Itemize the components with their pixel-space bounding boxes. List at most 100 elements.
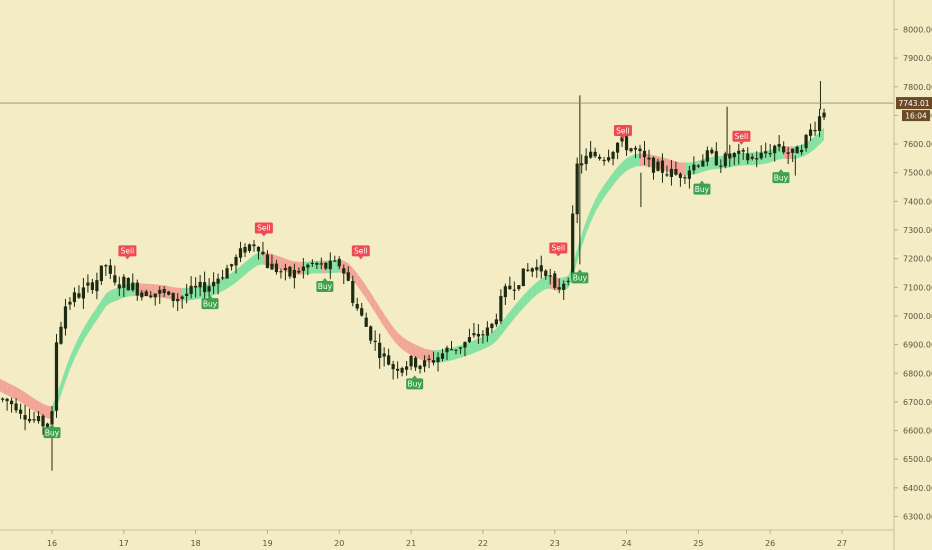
band-segment bbox=[0, 378, 3, 393]
buy-signal[interactable]: Buy bbox=[406, 375, 424, 390]
candle-body bbox=[54, 342, 59, 411]
candle-body bbox=[436, 357, 440, 363]
band-segment bbox=[393, 327, 398, 346]
band-segment bbox=[478, 336, 483, 352]
candle-body bbox=[220, 277, 225, 279]
candle-body bbox=[454, 349, 458, 351]
candle-body bbox=[41, 415, 45, 427]
band-segment bbox=[586, 209, 591, 234]
band-segment bbox=[581, 221, 587, 247]
band-segment bbox=[402, 336, 407, 353]
candle-body bbox=[647, 157, 651, 160]
signal-box bbox=[351, 245, 370, 257]
candle-body bbox=[27, 418, 32, 422]
candle-body bbox=[283, 268, 288, 271]
band-segment bbox=[491, 328, 497, 345]
band-segment bbox=[500, 317, 506, 336]
candle-body bbox=[584, 155, 588, 165]
current-price-badge: 7743.01 bbox=[896, 97, 932, 110]
candle-body bbox=[50, 411, 54, 425]
candle-body bbox=[391, 364, 395, 370]
sell-signal[interactable]: Sell bbox=[613, 125, 632, 140]
y-tick-label: 6800.00 bbox=[903, 369, 932, 378]
candle-body bbox=[140, 292, 144, 298]
candle-body bbox=[131, 282, 135, 291]
sell-signal[interactable]: Sell bbox=[549, 242, 568, 257]
band-segment bbox=[258, 251, 263, 266]
candle-body bbox=[45, 423, 50, 427]
y-axis[interactable]: 6300.00 6400.00 6500.00 6600.00 6700.00 6800.… bbox=[893, 0, 932, 550]
sell-signal[interactable]: Sell bbox=[254, 222, 273, 237]
candle-body bbox=[373, 340, 377, 343]
countdown-box bbox=[902, 110, 930, 122]
signal-label: Buy bbox=[45, 428, 60, 437]
candle-body bbox=[63, 306, 68, 329]
band-segment bbox=[406, 339, 412, 355]
signal-label: Buy bbox=[203, 299, 218, 308]
band-segment bbox=[379, 307, 385, 327]
candle-body bbox=[256, 246, 261, 252]
candle-body bbox=[211, 281, 216, 287]
candle-body bbox=[665, 174, 669, 176]
candle-body bbox=[701, 160, 705, 167]
sell-signal[interactable]: Sell bbox=[351, 245, 370, 260]
y-tick-label: 7500.00 bbox=[903, 169, 932, 178]
candle-body bbox=[499, 296, 503, 322]
countdown-badge: 16:04 bbox=[902, 110, 930, 122]
signal-box bbox=[772, 172, 790, 184]
candle-body bbox=[198, 281, 202, 288]
buy-signal[interactable]: Buy bbox=[772, 169, 790, 184]
candle-body bbox=[517, 285, 521, 289]
x-tick-label: 21 bbox=[406, 539, 416, 548]
candle-body bbox=[59, 326, 63, 344]
candle-body bbox=[418, 365, 422, 369]
candle-body bbox=[36, 415, 41, 422]
buy-signal[interactable]: Buy bbox=[201, 295, 219, 310]
signal-label: Buy bbox=[408, 380, 423, 389]
candle-body bbox=[476, 333, 481, 337]
band-segment bbox=[280, 257, 286, 272]
band-segment bbox=[20, 389, 26, 405]
band-segment bbox=[307, 260, 313, 275]
band-segment bbox=[312, 260, 317, 274]
candle-body bbox=[337, 258, 341, 267]
plot-area[interactable]: Buy Sell Buy Sell Buy Sell Buy Sell Buy Sell Buy Se… bbox=[0, 81, 894, 471]
band-segment bbox=[451, 346, 456, 361]
candle-body bbox=[580, 163, 584, 166]
candle-body bbox=[445, 347, 449, 353]
candle-body bbox=[176, 298, 180, 302]
candle-body bbox=[149, 295, 153, 298]
signal-pointer bbox=[778, 169, 784, 173]
candle-body bbox=[319, 263, 323, 265]
buy-signal[interactable]: Buy bbox=[571, 269, 589, 284]
buy-signal[interactable]: Buy bbox=[43, 424, 61, 439]
candle-body bbox=[216, 278, 220, 284]
band-segment bbox=[626, 155, 632, 172]
band-segment bbox=[195, 286, 201, 300]
x-axis[interactable]: 16 17 18 19 20 21 22 23 24 25 26 27 bbox=[0, 529, 894, 548]
sell-signal[interactable]: Sell bbox=[118, 245, 137, 260]
candle-body bbox=[669, 168, 674, 177]
y-tick-label: 6700.00 bbox=[903, 398, 932, 407]
signal-box bbox=[316, 280, 334, 292]
band-segment bbox=[810, 136, 816, 153]
buy-signal[interactable]: Buy bbox=[693, 180, 711, 195]
candle-body bbox=[77, 293, 81, 298]
signal-box bbox=[201, 298, 219, 310]
candle-body bbox=[755, 158, 759, 160]
band-segment bbox=[622, 158, 627, 175]
candle-body bbox=[422, 360, 427, 367]
candle-body bbox=[804, 134, 808, 149]
candle-body bbox=[252, 244, 256, 247]
candle-body bbox=[153, 293, 157, 298]
y-tick-label: 6300.00 bbox=[903, 513, 932, 522]
band-segment bbox=[249, 255, 254, 272]
candle-body bbox=[723, 153, 727, 167]
signal-box bbox=[693, 183, 711, 195]
buy-signal[interactable]: Buy bbox=[316, 277, 334, 292]
candle-body bbox=[656, 161, 660, 171]
y-tick-label: 7100.00 bbox=[903, 283, 932, 292]
band-segment bbox=[74, 336, 79, 359]
sell-signal[interactable]: Sell bbox=[732, 130, 751, 145]
